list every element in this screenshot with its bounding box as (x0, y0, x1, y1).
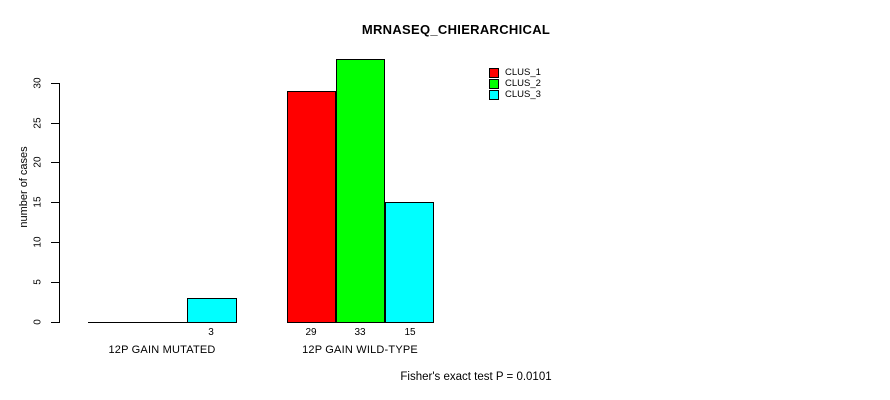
bar-value-label: 29 (305, 327, 317, 338)
legend-item-clus1: CLUS_1 (489, 67, 541, 78)
y-tick-label: 10 (32, 236, 44, 248)
bar-clus3-wildtype (385, 202, 434, 323)
y-tick-label: 5 (32, 279, 44, 285)
category-label-mutated: 12P GAIN MUTATED (108, 344, 216, 356)
legend-swatch-clus1 (489, 67, 499, 78)
y-tick-label: 30 (32, 77, 44, 89)
y-tick-label: 15 (32, 196, 44, 208)
legend-label-clus2: CLUS_2 (505, 77, 541, 89)
y-tick-mark-0 (51, 322, 60, 323)
legend-item-clus2: CLUS_2 (489, 78, 541, 89)
y-tick-mark-30 (51, 83, 60, 84)
y-axis-line (59, 83, 60, 323)
category-label-wildtype: 12P GAIN WILD-TYPE (302, 344, 418, 356)
bar-value-label: 15 (404, 327, 416, 338)
bar-clus2-wildtype (336, 59, 385, 323)
y-tick-mark-25 (51, 123, 60, 124)
bar-clus1-wildtype (287, 91, 336, 323)
y-tick-mark-20 (51, 162, 60, 163)
y-tick-label: 20 (32, 156, 44, 168)
y-tick-label: 25 (32, 117, 44, 129)
bar-value-label: 3 (208, 327, 214, 338)
y-tick-label: 0 (32, 319, 44, 325)
y-tick-mark-10 (51, 242, 60, 243)
legend-item-clus3: CLUS_3 (489, 89, 541, 100)
chart-title: MRNASEQ_CHIERARCHICAL (361, 22, 551, 37)
y-tick-mark-15 (51, 202, 60, 203)
legend-swatch-clus3 (489, 89, 499, 100)
y-axis-label: number of cases (18, 146, 30, 228)
legend-swatch-clus2 (489, 78, 499, 89)
bar-value-label: 33 (354, 327, 366, 338)
legend-label-clus1: CLUS_1 (505, 66, 541, 78)
bar-clus3-mutated (187, 298, 237, 323)
y-tick-mark-5 (51, 282, 60, 283)
zero-height-bars-baseline (88, 322, 237, 323)
fisher-test-annotation: Fisher's exact test P = 0.0101 (400, 371, 552, 383)
legend-label-clus3: CLUS_3 (505, 88, 541, 100)
